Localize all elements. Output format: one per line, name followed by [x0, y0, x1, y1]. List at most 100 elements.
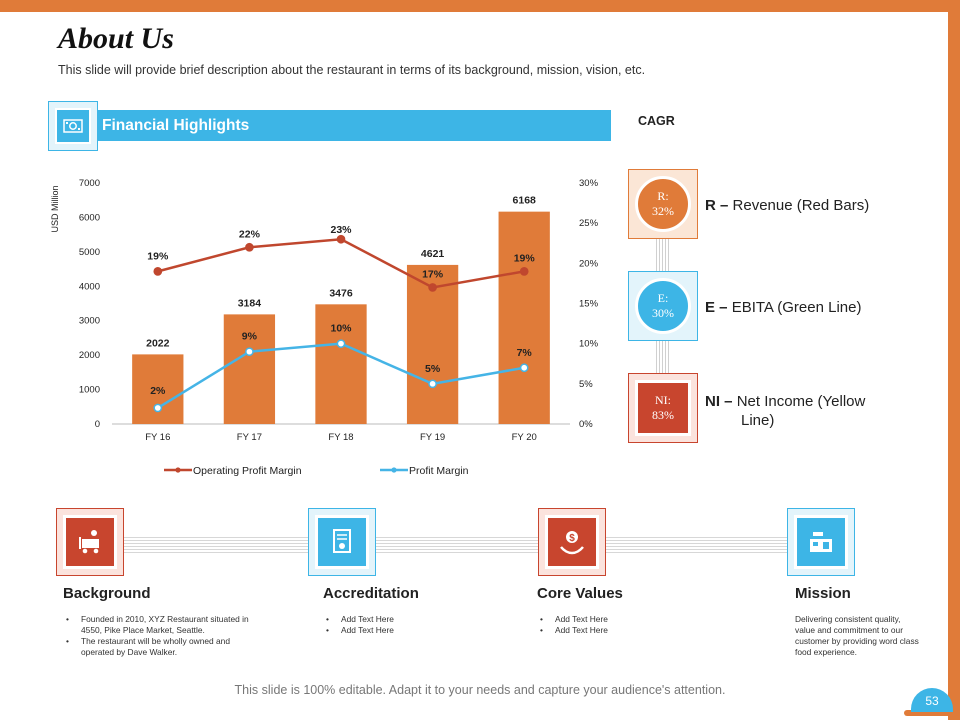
net-income-desc: Net Income (Yellow [736, 393, 866, 410]
cagr-heading: CAGR [638, 114, 675, 128]
financial-icon-frame [48, 101, 98, 151]
background-icon-frame [56, 508, 124, 576]
legend-marker [391, 467, 397, 473]
footer-note: This slide is 100% editable. Adapt it to… [234, 683, 726, 697]
y2-tick-label: 25% [579, 218, 599, 229]
x-tick-label: FY 18 [328, 432, 353, 443]
mission-title: Mission [795, 585, 851, 602]
y-tick-label: 4000 [79, 281, 100, 292]
net-income-badge-value: 83% [652, 408, 674, 422]
y2-tick-label: 0% [579, 419, 593, 430]
x-tick-label: FY 17 [237, 432, 262, 443]
y-tick-label: 6000 [79, 212, 100, 223]
kitchen-icon [794, 515, 848, 569]
bar-value-label: 3476 [329, 287, 353, 299]
list-item: Add Text Here [326, 614, 501, 625]
list-item: Add Text Here [540, 625, 715, 636]
y-tick-label: 5000 [79, 247, 100, 258]
net-income-cagr-badge: NI: 83% [628, 373, 698, 443]
ebita-badge-value: 30% [652, 306, 674, 320]
y-axis-title: USD Million [50, 185, 60, 232]
y2-tick-label: 10% [579, 339, 599, 350]
right-border [948, 0, 960, 720]
revenue-bar [223, 314, 276, 424]
series-value-label: 17% [422, 268, 444, 280]
badge-connector [656, 341, 670, 373]
y2-tick-label: 30% [579, 178, 599, 189]
series-point [153, 267, 163, 276]
bar-value-label: 4621 [421, 248, 445, 260]
series-point [336, 234, 346, 244]
bar-value-label: 3184 [238, 297, 262, 309]
financial-highlights-label: Financial Highlights [102, 117, 250, 134]
revenue-badge-key: R: [657, 189, 669, 203]
list-item: The restaurant will be wholly owned and … [66, 636, 259, 658]
y-tick-label: 1000 [79, 385, 100, 396]
ebita-cagr-badge: E: 30% [628, 271, 698, 341]
mission-text: Delivering consistent quality, value and… [795, 614, 919, 657]
accreditation-icon-frame [308, 508, 376, 576]
series-value-label: 5% [425, 363, 441, 375]
revenue-bar [315, 304, 367, 424]
series-point [153, 403, 163, 413]
page-title: About Us [58, 22, 174, 55]
series-value-label: 19% [147, 250, 169, 262]
feature-connector-line [120, 537, 800, 553]
ebita-badge-key: E: [657, 291, 669, 305]
revenue-key: R – [705, 197, 729, 214]
ebita-desc: EBITA (Green Line) [731, 299, 862, 316]
net-income-legend: NI – Net Income (Yellow Line) [705, 392, 865, 430]
badge-connector [656, 239, 670, 271]
core-values-list: Add Text Here Add Text Here [537, 614, 715, 636]
accreditation-title: Accreditation [323, 585, 419, 602]
y2-tick-label: 15% [579, 299, 599, 310]
series-point [336, 339, 346, 349]
background-list: Founded in 2010, XYZ Restaurant situated… [63, 614, 259, 658]
series-line [157, 237, 525, 289]
ebita-key: E – [705, 299, 728, 316]
y-tick-label: 3000 [79, 316, 100, 327]
x-tick-label: FY 16 [145, 432, 170, 443]
ebita-legend: E – EBITA (Green Line) [705, 298, 861, 317]
series-value-label: 10% [330, 323, 352, 335]
list-item: Founded in 2010, XYZ Restaurant situated… [66, 614, 259, 636]
y2-tick-label: 20% [579, 258, 599, 269]
background-title: Background [63, 585, 151, 602]
y-tick-label: 2000 [79, 350, 100, 361]
top-border [0, 0, 960, 12]
legend-label: Operating Profit Margin [193, 465, 302, 477]
series-point [519, 267, 529, 276]
series-point [245, 347, 254, 357]
series-point [428, 283, 437, 292]
revenue-desc: Revenue (Red Bars) [732, 197, 870, 214]
mission-icon-frame [787, 508, 855, 576]
bar-value-label: 2022 [146, 337, 170, 349]
x-tick-label: FY 20 [512, 432, 537, 443]
hands-dollar-icon: $ [545, 515, 599, 569]
list-item: Add Text Here [326, 625, 501, 636]
certificate-icon [315, 515, 369, 569]
y2-tick-label: 5% [579, 379, 593, 390]
core-values-icon-frame: $ [538, 508, 606, 576]
revenue-legend: R – Revenue (Red Bars) [705, 196, 869, 215]
x-tick-label: FY 19 [420, 432, 445, 443]
revenue-badge-value: 32% [652, 204, 674, 218]
y-tick-label: 7000 [79, 178, 100, 189]
legend-marker [175, 467, 181, 473]
chef-cart-icon [63, 515, 117, 569]
net-income-desc-cont: Line) [741, 412, 775, 429]
revenue-bar [132, 354, 184, 424]
page-subtitle: This slide will provide brief descriptio… [58, 63, 646, 77]
money-icon [55, 108, 91, 144]
legend-label: Profit Margin [409, 465, 469, 477]
series-value-label: 22% [239, 228, 261, 240]
series-point [245, 242, 254, 252]
net-income-key: NI – [705, 393, 733, 410]
revenue-bar [498, 211, 550, 424]
list-item: Add Text Here [540, 614, 715, 625]
page-number-base [904, 710, 960, 716]
core-values-title: Core Values [537, 585, 623, 602]
series-point [428, 379, 437, 389]
financial-highlights-header: Financial Highlights [98, 110, 611, 141]
net-income-badge-key: NI: [655, 393, 671, 407]
